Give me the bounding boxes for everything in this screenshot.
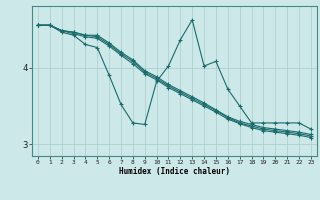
X-axis label: Humidex (Indice chaleur): Humidex (Indice chaleur) — [119, 167, 230, 176]
